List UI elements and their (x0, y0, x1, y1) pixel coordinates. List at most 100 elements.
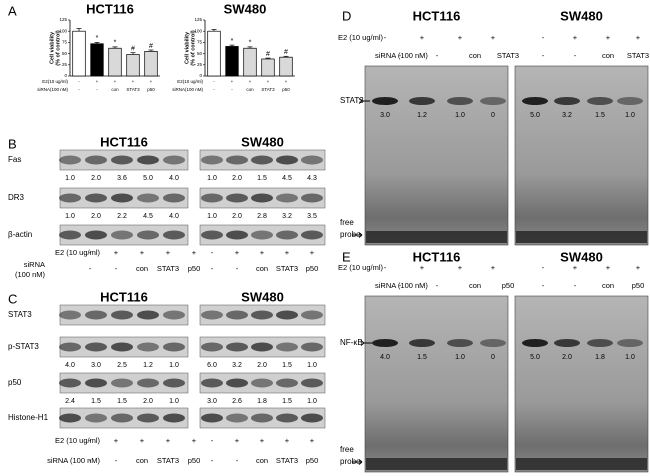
y-tick-label: 75 (197, 40, 203, 45)
quantification: 2.4 (65, 398, 75, 405)
quantification: 1.0 (625, 354, 635, 361)
condition: + (260, 436, 265, 445)
quantification: 1.0 (169, 398, 179, 405)
condition: - (89, 456, 92, 465)
band (111, 230, 133, 240)
bar (279, 56, 293, 77)
condition: + (114, 248, 119, 257)
probe-label: free (340, 218, 354, 227)
quantification: 3.6 (117, 175, 127, 182)
condition: - (384, 263, 387, 272)
quantification: 2.0 (91, 213, 101, 220)
band (137, 378, 159, 388)
quantification: 2.0 (91, 175, 101, 182)
band (301, 230, 323, 240)
condition: - (399, 281, 402, 290)
band (251, 378, 273, 388)
condition: con (111, 87, 119, 92)
gel (364, 295, 509, 473)
column-header: SW480 (560, 249, 603, 264)
condition: STAT3 (126, 87, 140, 92)
blot-label: p50 (8, 378, 22, 387)
row-label: siRNA(100 nM) (172, 87, 203, 92)
quantification: 3.0 (91, 362, 101, 369)
column-header: HCT116 (100, 134, 148, 149)
quantification: 1.0 (455, 112, 465, 119)
free-probe (516, 458, 647, 470)
condition: - (211, 264, 214, 273)
band (111, 413, 133, 423)
band (137, 413, 159, 423)
condition: p50 (306, 456, 319, 465)
band (226, 342, 248, 352)
condition: + (310, 248, 315, 257)
quantification: 2.0 (562, 354, 572, 361)
row-label: E2 (10 ug/ml) (55, 248, 101, 257)
condition: + (132, 79, 135, 84)
y-axis-label: (% of control) (55, 30, 61, 66)
condition: - (89, 264, 92, 273)
quantification: 1.5 (282, 398, 292, 405)
band (480, 97, 506, 105)
quantification: 4.0 (169, 175, 179, 182)
blot-label: STAT3 (8, 310, 32, 319)
quantification: 0 (491, 354, 495, 361)
quantification: 1.8 (595, 354, 605, 361)
blot-label: β-actin (8, 230, 32, 239)
column-header: HCT116 (100, 289, 148, 304)
condition: + (235, 436, 240, 445)
y-tick-label: 25 (62, 62, 68, 67)
condition: + (285, 436, 290, 445)
band (276, 413, 298, 423)
band (372, 339, 398, 347)
band (201, 342, 223, 352)
y-tick-label: 100 (194, 28, 202, 33)
band (201, 230, 223, 240)
band (251, 342, 273, 352)
band (85, 413, 107, 423)
significance: * (231, 38, 234, 45)
condition: + (491, 263, 496, 272)
significance: # (131, 46, 135, 53)
probe-label: probe (340, 230, 361, 239)
band (137, 310, 159, 320)
condition: con (246, 87, 254, 92)
blot-label: p-STAT3 (8, 342, 39, 351)
row-label: E2(10 ug/ml) (42, 79, 68, 84)
condition: con (602, 51, 614, 60)
quantification: 1.8 (257, 398, 267, 405)
significance: # (266, 51, 270, 58)
panel-label: D (342, 8, 351, 23)
y-tick-label: 100 (59, 28, 67, 33)
band (59, 230, 81, 240)
significance: * (114, 40, 117, 47)
condition: p50 (282, 87, 290, 92)
y-tick-label: 50 (62, 51, 68, 56)
band (409, 339, 435, 347)
quantification: 1.0 (65, 213, 75, 220)
significance: * (96, 35, 99, 42)
condition: - (89, 248, 92, 257)
row-label: siRNA (24, 260, 45, 269)
row-label: E2 (10 ug/ml) (338, 33, 384, 42)
condition: STAT3 (261, 87, 275, 92)
blot-label: Fas (8, 155, 21, 164)
band (301, 155, 323, 165)
gel (514, 65, 649, 246)
condition: + (310, 436, 315, 445)
condition: + (235, 248, 240, 257)
band (85, 155, 107, 165)
panel-label: C (8, 291, 17, 306)
y-tick-label: 75 (62, 40, 68, 45)
row-label: E2(10 ug/ml) (177, 79, 203, 84)
y-tick-label: 0 (199, 73, 202, 78)
band (276, 378, 298, 388)
free-probe (366, 458, 507, 470)
band (201, 378, 223, 388)
probe-label: free (340, 445, 354, 454)
condition: p50 (632, 281, 645, 290)
condition: - (78, 79, 80, 84)
condition: + (420, 33, 425, 42)
y-axis-label: (% of control) (190, 30, 196, 66)
quantification: 2.2 (117, 213, 127, 220)
